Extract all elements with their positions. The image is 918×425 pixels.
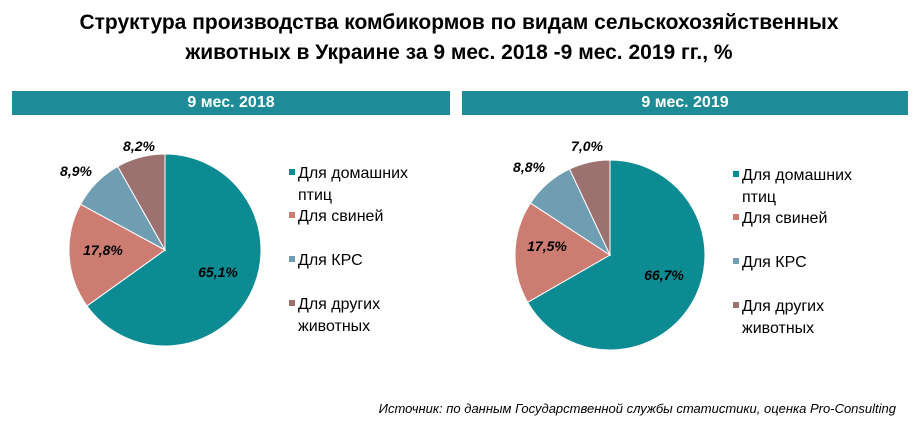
legend-swatch-1-0	[733, 171, 739, 177]
legend-label-1-3-1: животных	[742, 320, 814, 337]
legend-label-1-3-0: Для других	[742, 298, 824, 315]
legend-label-0-3-1: животных	[298, 318, 370, 335]
legend-label-0-1-0: Для свиней	[298, 208, 383, 225]
pie-charts: 65,1% 17,8% 8,9% 8,2% Для домашних птиц Для св…	[60, 138, 852, 351]
slice-label-1-1: 17,5%	[527, 238, 567, 254]
legend-label-1-0-1: птиц	[742, 189, 776, 206]
legend-label-1-1-0: Для свиней	[742, 210, 827, 227]
legend-swatch-1-3	[733, 302, 739, 308]
chart-title-line-1: Структура производства комбикормов по ви…	[79, 11, 839, 34]
legend-label-1-2-0: Для КРС	[742, 254, 807, 271]
legend-label-0-3-0: Для других	[298, 296, 380, 313]
legend-swatch-0-3	[289, 300, 295, 306]
legend-label-0-2-0: Для КРС	[298, 252, 363, 269]
slice-label-0-0: 65,1%	[198, 264, 238, 280]
legend-swatch-0-2	[289, 256, 295, 262]
legend-swatch-0-1	[289, 212, 295, 218]
slice-label-1-0: 66,7%	[644, 267, 684, 283]
slice-label-0-2: 8,9%	[60, 163, 92, 179]
legend-swatch-1-2	[733, 258, 739, 264]
slice-label-1-3: 7,0%	[571, 138, 603, 154]
pie-slice-0-3	[117, 153, 166, 252]
pie-slice-0-0	[86, 153, 262, 347]
chart-title: Структура производства комбикормов по ви…	[0, 8, 918, 68]
period-header-2018: 9 мес. 2018	[12, 91, 450, 115]
pie-slice-1-1	[514, 202, 611, 304]
chart-title-line-2: животных в Украине за 9 мес. 2018 -9 мес…	[185, 41, 733, 64]
source-note: Источник: по данным Государственной служ…	[378, 401, 896, 416]
pie-slice-1-0	[526, 159, 706, 351]
pie-slice-1-3	[568, 159, 611, 256]
legend-swatch-1-1	[733, 214, 739, 220]
period-header-2019: 9 мес. 2019	[462, 91, 908, 115]
pie-slice-0-1	[68, 203, 166, 307]
slice-label-0-3: 8,2%	[123, 138, 155, 154]
slice-label-1-2: 8,8%	[513, 159, 545, 175]
legend-label-0-0-1: птиц	[298, 187, 332, 204]
legend-label-1-0-0: Для домашних	[742, 167, 852, 184]
legend-label-0-0-0: Для домашних	[298, 165, 408, 182]
slice-label-0-1: 17,8%	[83, 242, 123, 258]
legend-swatch-0-0	[289, 169, 295, 175]
